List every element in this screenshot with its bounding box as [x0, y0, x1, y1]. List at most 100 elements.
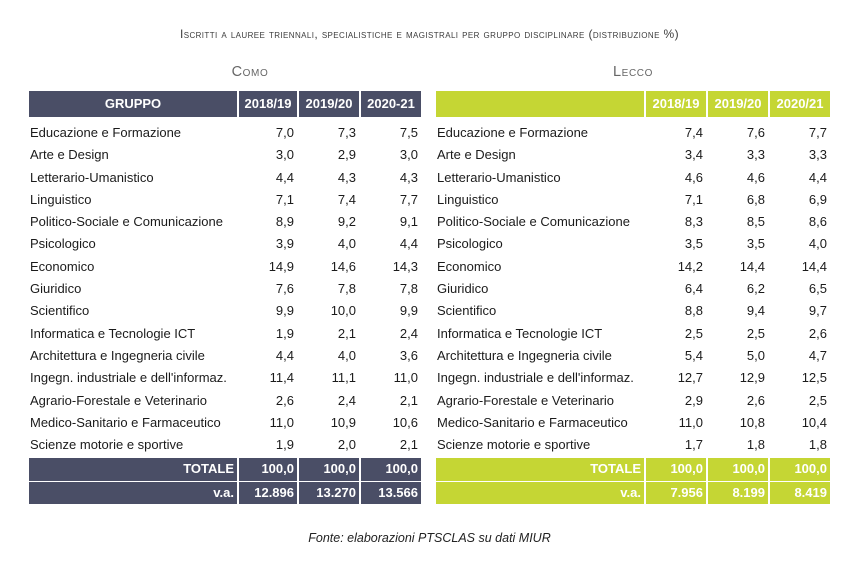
row-label: Economico: [30, 258, 95, 274]
lecco-table: 2018/19 2019/20 2020/21 Educazione e Formaz…: [436, 91, 830, 505]
row-label: Scientifico: [437, 303, 497, 319]
table-row: Politico-Sociale e Comunicazione 8,3 8,5 8,…: [436, 211, 830, 233]
header-row: 2018/19 2019/20 2020/21: [436, 91, 830, 117]
value-cell: 2020/21: [768, 91, 830, 117]
row-label: Giuridico: [437, 281, 489, 297]
table-row: Arte e Design 3,4 3,3 3,3: [436, 144, 830, 166]
row-label: Informatica e Tecnologie ICT: [437, 325, 603, 341]
value-cell: 2,5: [684, 325, 703, 341]
value-cell: 2,1: [399, 392, 418, 408]
table-row: Architettura e Ingegneria civile 5,4 5,0 4,…: [436, 345, 830, 367]
va-row: v.a. 12.896 13.270 13.566: [29, 481, 421, 505]
value-cell: 2018/19: [644, 91, 706, 117]
table-row: Politico-Sociale e Comunicazione 8,9 9,2 9,…: [29, 211, 421, 233]
table-row: Scienze motorie e sportive 1,9 2,0 2,1: [29, 434, 421, 456]
table-row: Scientifico 8,8 9,4 9,7: [436, 300, 830, 322]
table-row: Informatica e Tecnologie ICT 2,5 2,5 2,6: [436, 323, 830, 345]
value-cell: 4,0: [337, 347, 356, 363]
value-cell: 9,9: [399, 303, 418, 319]
value-cell: 4,7: [808, 347, 827, 363]
value-cell: 14,6: [330, 258, 356, 274]
value-cell: 4,3: [399, 169, 418, 185]
lecco-heading: Lecco: [613, 64, 653, 80]
value-cell: 7,8: [337, 281, 356, 297]
value-cell: 3,0: [275, 147, 294, 163]
como-heading: Como: [231, 64, 269, 80]
value-cell: 3,3: [808, 147, 827, 163]
value-cell: 100,0: [237, 458, 297, 481]
row-label: Arte e Design: [30, 147, 109, 163]
value-cell: 7.956: [644, 481, 706, 505]
value-cell: 9,4: [746, 303, 765, 319]
value-cell: 7,5: [399, 125, 418, 140]
table-row: Psicologico 3,5 3,5 4,0: [436, 233, 830, 255]
value-cell: 2,9: [684, 392, 703, 408]
table-row: Informatica e Tecnologie ICT 1,9 2,1 2,4: [29, 323, 421, 345]
value-cell: 100,0: [297, 458, 359, 481]
source-note: Fonte: elaborazioni PTSCLAS su dati MIUR: [308, 531, 551, 545]
row-label: Educazione e Formazione: [30, 125, 182, 140]
row-label: TOTALE: [436, 458, 644, 481]
table-row: Letterario-Umanistico 4,6 4,6 4,4: [436, 167, 830, 189]
value-cell: 10,8: [739, 414, 765, 430]
table-row: Agrario-Forestale e Veterinario 2,9 2,6 2,5: [436, 390, 830, 412]
row-label: v.a.: [29, 481, 237, 505]
value-cell: 14,2: [677, 258, 703, 274]
table-row: Economico 14,9 14,6 14,3: [29, 256, 421, 278]
value-cell: 9,7: [808, 303, 827, 319]
value-cell: 3,3: [746, 147, 765, 163]
value-cell: 9,2: [337, 214, 356, 230]
value-cell: 100,0: [359, 458, 421, 481]
table-row: Economico 14,2 14,4 14,4: [436, 256, 830, 278]
value-cell: 7,8: [399, 281, 418, 297]
value-cell: 9,9: [275, 303, 294, 319]
row-label: Agrario-Forestale e Veterinario: [437, 392, 615, 408]
row-label: Ingegn. industriale e dell'informaz.: [437, 370, 634, 386]
totale-row: TOTALE 100,0 100,0 100,0: [29, 458, 421, 481]
value-cell: 8,3: [684, 214, 703, 230]
value-cell: 12,7: [677, 370, 703, 386]
value-cell: 8,9: [275, 214, 294, 230]
row-label: Scienze motorie e sportive: [30, 437, 184, 453]
table-row: Letterario-Umanistico 4,4 4,3 4,3: [29, 167, 421, 189]
table-title: Iscritti a lauree triennali, specialisti…: [179, 27, 680, 41]
value-cell: 100,0: [706, 458, 768, 481]
table-row: Giuridico 7,6 7,8 7,8: [29, 278, 421, 300]
value-cell: 13.566: [359, 481, 421, 505]
value-cell: 4,3: [337, 169, 356, 185]
value-cell: 7,6: [275, 281, 294, 297]
value-cell: 11,4: [269, 370, 294, 386]
value-cell: 14,3: [392, 258, 418, 274]
table-row: Ingegn. industriale e dell'informaz. 12,7…: [436, 367, 830, 389]
row-label: Politico-Sociale e Comunicazione: [437, 214, 630, 230]
table-row: Ingegn. industriale e dell'informaz. 11,4…: [29, 367, 421, 389]
table-row: Agrario-Forestale e Veterinario 2,6 2,4 2,1: [29, 390, 421, 412]
value-cell: 2,6: [746, 392, 765, 408]
value-cell: 3,9: [275, 236, 294, 252]
table-row: Linguistico 7,1 7,4 7,7: [29, 189, 421, 211]
value-cell: 3,5: [684, 236, 703, 252]
table-row: Educazione e Formazione 7,0 7,3 7,5: [29, 122, 421, 144]
row-label: Architettura e Ingegneria civile: [30, 347, 205, 363]
table-row: Linguistico 7,1 6,8 6,9: [436, 189, 830, 211]
row-label: Politico-Sociale e Comunicazione: [30, 214, 223, 230]
value-cell: 10,4: [801, 414, 827, 430]
value-cell: 7,3: [337, 125, 356, 140]
table-row: Scienze motorie e sportive 1,7 1,8 1,8: [436, 434, 830, 456]
table-row: Educazione e Formazione 7,4 7,6 7,7: [436, 122, 830, 144]
value-cell: 7,7: [399, 191, 418, 207]
value-cell: 7,7: [808, 125, 827, 140]
value-cell: 6,8: [746, 191, 765, 207]
row-label: Educazione e Formazione: [437, 125, 589, 140]
value-cell: 1,9: [275, 437, 294, 453]
row-label: Letterario-Umanistico: [30, 169, 154, 185]
value-cell: 1,8: [746, 437, 765, 453]
value-cell: 2019/20: [706, 91, 768, 117]
header-row: GRUPPO 2018/19 2019/20 2020-21: [29, 91, 421, 117]
value-cell: 2,4: [337, 392, 356, 408]
value-cell: 12,9: [739, 370, 765, 386]
row-label: Letterario-Umanistico: [437, 169, 561, 185]
value-cell: 7,4: [684, 125, 703, 140]
value-cell: 2,5: [746, 325, 765, 341]
value-cell: 4,4: [399, 236, 418, 252]
